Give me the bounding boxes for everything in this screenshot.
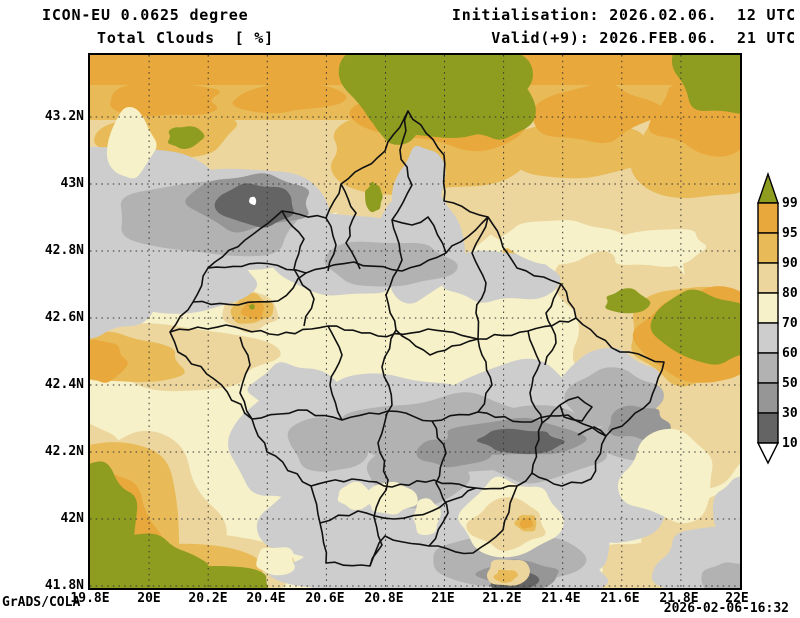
lon-axis-label: 21.6E bbox=[600, 591, 640, 606]
lon-axis-label: 19.8E bbox=[70, 591, 110, 606]
colorbar-label: 95 bbox=[782, 226, 798, 241]
lat-axis-label: 43N bbox=[60, 176, 84, 191]
lat-axis-label: 42.6N bbox=[44, 310, 84, 325]
variable-title: Total Clouds [ %] bbox=[97, 29, 274, 47]
lon-axis-label: 20.4E bbox=[246, 591, 286, 606]
plot-timestamp: 2026-02-06-16:32 bbox=[663, 601, 789, 616]
lon-axis-label: 22E bbox=[725, 591, 749, 606]
model-title: ICON-EU 0.0625 degree bbox=[42, 6, 249, 24]
lon-axis-label: 21E bbox=[431, 591, 455, 606]
lat-axis-label: 41.8N bbox=[44, 578, 84, 593]
lon-axis-label: 21.2E bbox=[482, 591, 522, 606]
lon-axis-label: 20.8E bbox=[364, 591, 404, 606]
colorbar-label: 50 bbox=[782, 376, 798, 391]
lon-axis-label: 20.2E bbox=[188, 591, 228, 606]
init-time: Initialisation: 2026.02.06. 12 UTC bbox=[451, 6, 796, 24]
colorbar-label: 60 bbox=[782, 346, 798, 361]
lat-axis-label: 42.8N bbox=[44, 243, 84, 258]
cloud-cover-map bbox=[90, 55, 740, 588]
colorbar-label: 99.5 bbox=[782, 196, 800, 211]
colorbar-label: 80 bbox=[782, 286, 798, 301]
colorbar-label: 90 bbox=[782, 256, 798, 271]
colorbar bbox=[756, 171, 780, 465]
lon-axis-label: 21.8E bbox=[659, 591, 699, 606]
grads-credit: GrADS/COLA bbox=[2, 595, 81, 610]
lat-axis-label: 43.2N bbox=[44, 109, 84, 124]
lat-axis-label: 42.4N bbox=[44, 377, 84, 392]
colorbar-label: 10 bbox=[782, 436, 798, 451]
lat-axis-label: 42.2N bbox=[44, 444, 84, 459]
map-canvas bbox=[88, 53, 742, 590]
lon-axis-label: 20E bbox=[137, 591, 161, 606]
valid-time: Valid(+9): 2026.FEB.06. 21 UTC bbox=[491, 29, 796, 47]
lon-axis-label: 21.4E bbox=[541, 591, 581, 606]
lon-axis-label: 20.6E bbox=[305, 591, 345, 606]
colorbar-label: 30 bbox=[782, 406, 798, 421]
colorbar-label: 70 bbox=[782, 316, 798, 331]
lat-axis-label: 42N bbox=[60, 511, 84, 526]
